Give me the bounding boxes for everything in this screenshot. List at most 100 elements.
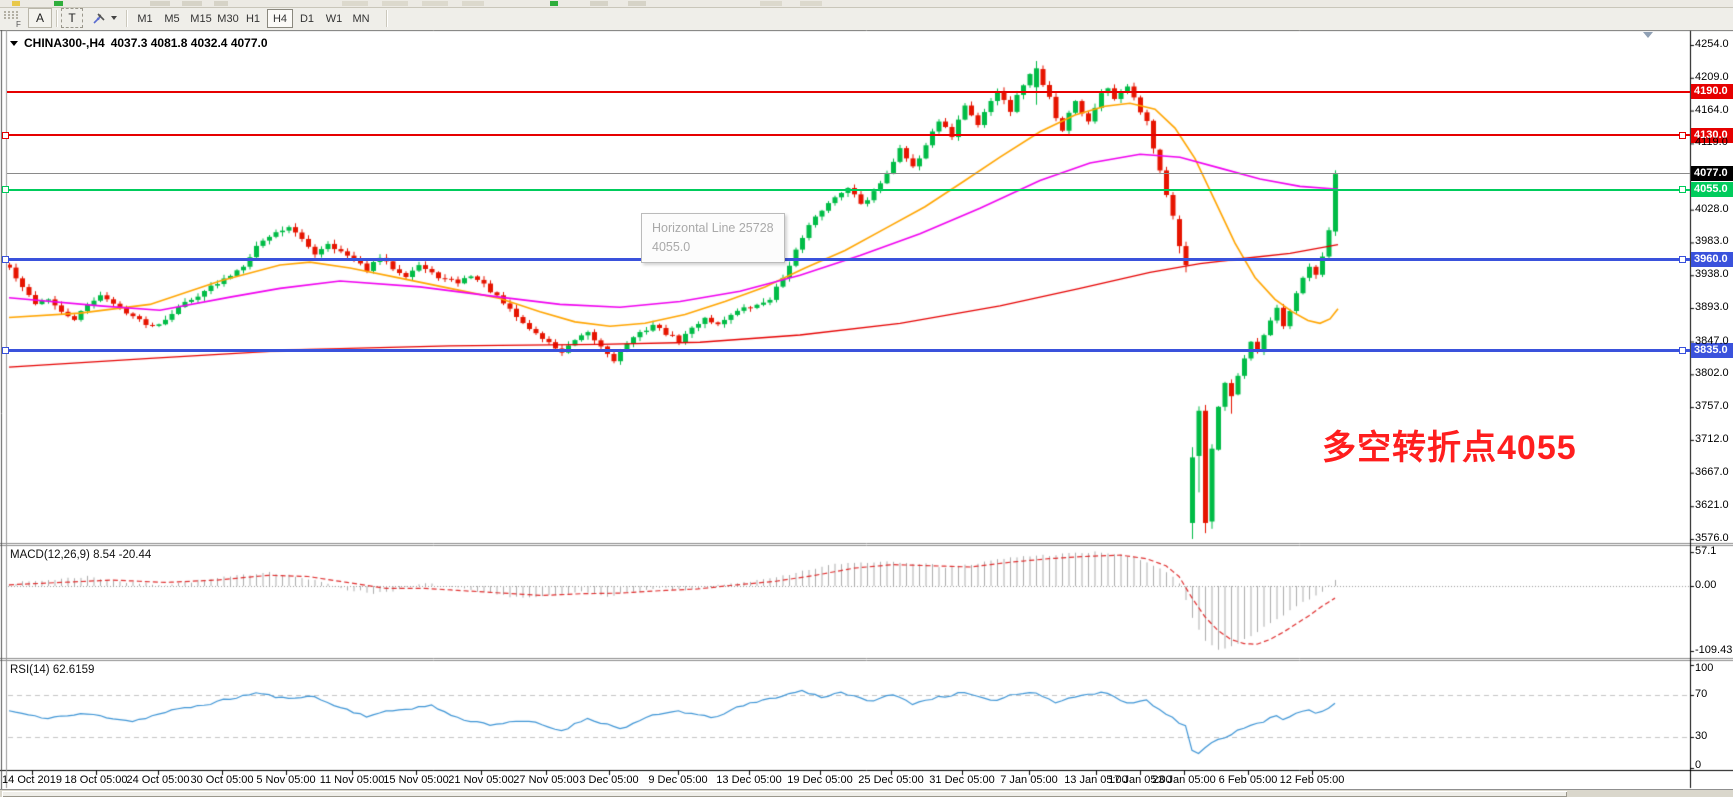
line-handle[interactable]	[2, 255, 9, 263]
axis-tick-label: 3983.0	[1695, 235, 1729, 248]
horizontal-line-4077.0[interactable]	[7, 173, 1690, 175]
time-axis-label: 27 Nov 05:00	[513, 774, 579, 786]
time-axis-label: 5 Nov 05:00	[256, 774, 316, 786]
price-tag-4077.0: 4077.0	[1691, 166, 1733, 182]
clipped-toolbar-icon	[342, 1, 368, 6]
line-handle[interactable]	[2, 186, 9, 194]
clipped-toolbar-icon	[590, 1, 608, 6]
timeframe-button-w1[interactable]: W1	[325, 12, 343, 25]
time-axis-label: 19 Dec 05:00	[787, 774, 853, 786]
time-axis-label: 30 Oct 05:00	[190, 774, 254, 786]
time-axis-label: 14 Oct 2019	[2, 774, 62, 786]
axis-tick-label: 0.00	[1695, 579, 1717, 591]
clipped-toolbar-icon	[214, 1, 228, 6]
axis-tick-label: 4209.0	[1695, 70, 1729, 83]
timeframe-button-h1[interactable]: H1	[245, 12, 261, 25]
candlestick-plot-canvas[interactable]	[0, 30, 1733, 797]
time-axis-label: 18 Oct 05:00	[64, 774, 128, 786]
axis-tick-label: 3893.0	[1695, 301, 1729, 314]
text-label-tool-button[interactable]: T	[61, 8, 83, 28]
chart-window: 4190.0 4130.0 4077.0 4055.0 3960.0 3835.0 CHI…	[0, 30, 1733, 797]
clipped-toolbar-icon	[54, 1, 63, 6]
axis-tick-label: 0	[1695, 759, 1702, 771]
axis-tick-label: 3667.0	[1695, 465, 1729, 478]
axis-tick-label: 3712.0	[1695, 432, 1729, 445]
price-tag-3835.0: 3835.0	[1691, 342, 1733, 358]
line-handle[interactable]	[2, 346, 9, 354]
tooltip-line1: Horizontal Line 25728	[652, 221, 774, 235]
line-handle[interactable]	[1679, 255, 1686, 263]
axis-tick-label: 3621.0	[1695, 499, 1729, 512]
time-axis-label: 31 Dec 05:00	[929, 774, 995, 786]
arrow-text-a-button[interactable]: A	[28, 8, 52, 28]
time-axis-label: 23 Jan 05:00	[1152, 774, 1216, 786]
horizontal-line-4055.0[interactable]	[7, 188, 1690, 191]
timeframe-button-mn[interactable]: MN	[352, 12, 370, 25]
axis-tick-label: 3938.0	[1695, 268, 1729, 281]
axis-tick-label: 30	[1695, 730, 1708, 742]
symbol-period-label: CHINA300-,H4	[24, 36, 105, 50]
drawing-tools-button[interactable]	[86, 8, 122, 28]
time-axis-label: 15 Nov 05:00	[383, 774, 449, 786]
horizontal-line-4130.0[interactable]	[7, 134, 1690, 137]
chart-shift-marker[interactable]	[1643, 32, 1653, 38]
axis-tick-label: 4254.0	[1695, 38, 1729, 50]
chart-title: CHINA300-,H4 4037.3 4081.8 4032.4 4077.0	[10, 36, 268, 50]
timeframe-button-m1[interactable]: M1	[137, 12, 153, 25]
time-axis-label: 21 Nov 05:00	[448, 774, 514, 786]
rsi-label: RSI(14) 62.6159	[10, 664, 95, 676]
text-annotation[interactable]: 多空转折点4055	[1322, 429, 1577, 467]
symbol-dropdown-icon[interactable]	[10, 40, 18, 46]
clipped-toolbar-row	[0, 0, 1733, 8]
time-axis-label: 13 Dec 05:00	[716, 774, 782, 786]
price-tag-4130.0: 4130.0	[1691, 127, 1733, 143]
ohlc-values: 4037.3 4081.8 4032.4 4077.0	[110, 36, 268, 50]
clipped-toolbar-icon	[150, 1, 170, 6]
timeframe-button-m15[interactable]: M15	[190, 12, 212, 25]
axis-tick-label: 100	[1695, 662, 1714, 674]
timeframe-button-m30[interactable]: M30	[217, 12, 239, 25]
price-tag-4055.0: 4055.0	[1691, 182, 1733, 198]
time-axis-label: 9 Dec 05:00	[648, 774, 708, 786]
axis-tick-label: 57.1	[1695, 545, 1717, 558]
clipped-toolbar-icon	[628, 1, 646, 6]
line-handle[interactable]	[1679, 186, 1686, 194]
horizontal-scrollbar[interactable]	[0, 789, 1733, 797]
axis-tick-label: 4119.0	[1695, 136, 1728, 149]
axis-tick-label: 3802.0	[1695, 367, 1729, 380]
horizontal-line-3835.0[interactable]	[7, 348, 1690, 352]
time-axis-label: 13 Jan 05:00	[1064, 774, 1128, 786]
horizontal-line-4190.0[interactable]	[7, 90, 1690, 93]
clipped-toolbar-icon	[550, 1, 558, 6]
axis-tick-label: 3576.0	[1695, 531, 1729, 544]
price-tag-4190.0: 4190.0	[1691, 84, 1733, 100]
clipped-toolbar-icon	[182, 1, 202, 6]
line-handle[interactable]	[2, 131, 9, 139]
clipped-toolbar-icon	[800, 1, 822, 6]
scrollbar-thumb[interactable]	[2, 791, 1567, 797]
axis-tick-label: 70	[1695, 688, 1708, 700]
chart-toolbar: F A T M1 M5 M15 M30 H1 H4 D1 W1 MN	[0, 8, 1733, 30]
time-axis-label: 6 Feb 05:00	[1218, 774, 1278, 786]
time-axis-label: 25 Dec 05:00	[858, 774, 924, 786]
line-handle[interactable]	[1679, 131, 1686, 139]
axis-tick-label: 4028.0	[1695, 202, 1729, 215]
axis-tick-label: 3847.0	[1695, 334, 1729, 347]
axis-tick-label: -109.43	[1695, 644, 1733, 656]
horizontal-line-3960.0[interactable]	[7, 257, 1690, 261]
axis-tick-label: 4164.0	[1695, 103, 1729, 116]
timeframe-button-h4[interactable]: H4	[267, 9, 293, 28]
hline-tooltip: Horizontal Line 25728 4055.0	[641, 213, 785, 263]
timeframe-button-d1[interactable]: D1	[299, 12, 315, 25]
clipped-toolbar-icon	[462, 1, 484, 6]
clipped-toolbar-icon	[422, 1, 448, 6]
tooltip-line2: 4055.0	[652, 239, 691, 254]
time-axis-label: 17 Jan 05:00	[1108, 774, 1172, 786]
time-axis-label: 24 Oct 05:00	[126, 774, 190, 786]
time-axis-label: 11 Nov 05:00	[319, 774, 385, 786]
price-tag-3960.0: 3960.0	[1691, 251, 1733, 267]
timeframe-button-m5[interactable]: M5	[164, 12, 180, 25]
line-handle[interactable]	[1679, 346, 1686, 354]
toolbar-separator	[126, 10, 127, 27]
